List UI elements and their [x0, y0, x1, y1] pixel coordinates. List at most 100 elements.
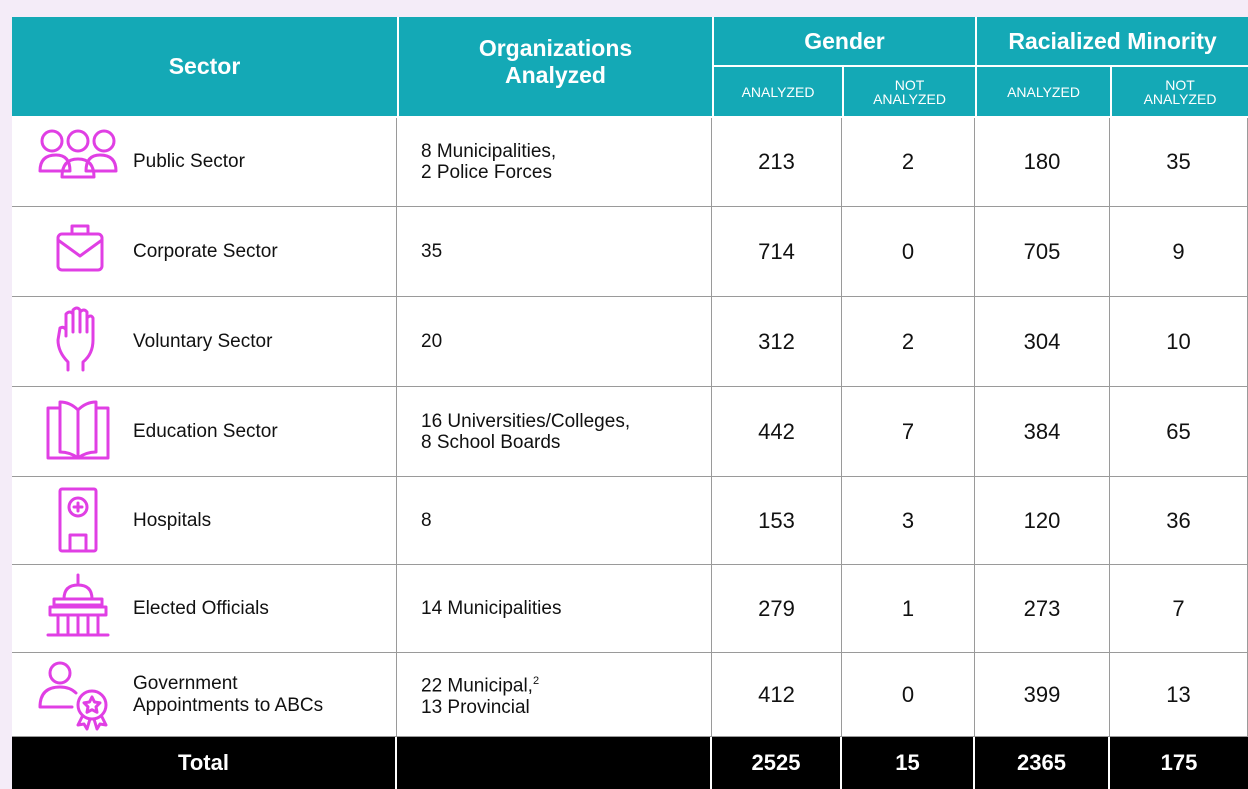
value: 0 — [901, 238, 915, 264]
header-cell: Racialized Minority — [975, 17, 1248, 67]
value: 36 — [1166, 507, 1191, 533]
value: 35 — [1166, 149, 1191, 174]
value-cell: 0 — [842, 653, 975, 737]
total-value-cell: 2365 — [975, 737, 1110, 789]
sector-name: Appointments to ABCs — [133, 694, 324, 716]
organizations-text: 16 Universities/Colleges, — [421, 410, 631, 432]
organizations-cell: 8 — [397, 477, 712, 565]
value: 714 — [758, 238, 795, 264]
value-cell: 13 — [1110, 653, 1248, 737]
value-cell: 213 — [712, 118, 842, 207]
total-value: 15 — [895, 750, 920, 775]
sector-name: Elected Officials — [133, 597, 269, 619]
value: 442 — [758, 418, 795, 444]
subheader-cell: NOT ANALYZED — [842, 67, 975, 118]
value: 10 — [1166, 328, 1191, 354]
value: 7 — [1172, 595, 1185, 621]
organizations-text: 8 Municipalities, — [421, 141, 557, 162]
sector-icon — [56, 224, 104, 272]
footnote-ref: 2 — [532, 675, 540, 688]
subheader-cell: ANALYZED — [975, 67, 1110, 118]
value-cell: 273 — [975, 565, 1110, 653]
organizations-text: 2 Police Forces — [421, 162, 552, 183]
sector-cell: Public Sector — [12, 118, 397, 207]
value: 412 — [758, 681, 795, 707]
value: 2 — [901, 149, 915, 174]
total-value-cell: 15 — [842, 737, 975, 789]
organizations-cell: 20 — [397, 297, 712, 387]
header-cell: Gender — [712, 17, 975, 67]
value: 153 — [758, 507, 795, 533]
header-text: Racialized Minority — [1008, 27, 1217, 54]
header-cell: Organizations Analyzed — [397, 17, 712, 118]
value-cell: 312 — [712, 297, 842, 387]
value: 180 — [1023, 149, 1061, 174]
value-cell: 279 — [712, 565, 842, 653]
value-cell: 35 — [1110, 118, 1248, 207]
value-cell: 9 — [1110, 207, 1248, 297]
value-cell: 0 — [842, 207, 975, 297]
value-cell: 304 — [975, 297, 1110, 387]
organizations-text: 8 — [421, 510, 432, 531]
value-cell: 384 — [975, 387, 1110, 477]
sector-cell: Voluntary Sector — [12, 297, 397, 387]
header-text: Sector — [168, 53, 241, 79]
subheader-text: ANALYZED — [873, 90, 946, 107]
total-value-cell: 2525 — [712, 737, 842, 789]
organizations-text: 14 Municipalities — [421, 598, 562, 619]
total-organizations-cell — [397, 737, 712, 789]
sector-cell: Elected Officials — [12, 565, 397, 653]
header-text: Gender — [804, 27, 885, 54]
sector-icon — [56, 306, 95, 372]
organizations-cell: 22 Municipal,2 13 Provincial — [397, 653, 712, 737]
value: 0 — [901, 681, 915, 707]
value: 304 — [1023, 328, 1061, 354]
value: 279 — [758, 595, 795, 621]
sector-cell: Government Appointments to ABCs — [12, 653, 397, 737]
sector-cell: Corporate Sector — [12, 207, 397, 297]
sector-icon — [46, 573, 110, 637]
value: 705 — [1023, 238, 1061, 264]
value: 384 — [1023, 418, 1061, 444]
sector-cell: Education Sector — [12, 387, 397, 477]
total-label: Total — [178, 750, 229, 775]
organizations-text: 20 — [421, 331, 443, 352]
value: 273 — [1023, 595, 1061, 621]
value-cell: 705 — [975, 207, 1110, 297]
subheader-cell: ANALYZED — [712, 67, 842, 118]
organizations-cell: 14 Municipalities — [397, 565, 712, 653]
subheader-cell: NOT ANALYZED — [1110, 67, 1248, 118]
sector-icon — [46, 400, 110, 460]
value: 1 — [901, 595, 915, 621]
value: 9 — [1172, 238, 1185, 264]
value-cell: 2 — [842, 297, 975, 387]
sector-name: Government — [133, 672, 238, 694]
value-cell: 180 — [975, 118, 1110, 207]
total-value: 2365 — [1017, 750, 1066, 775]
sector-icon — [38, 661, 108, 731]
value-cell: 442 — [712, 387, 842, 477]
header-text: Analyzed — [505, 62, 606, 88]
value: 120 — [1023, 507, 1061, 533]
organizations-text: 13 Provincial — [421, 696, 530, 718]
sector-name: Voluntary Sector — [133, 330, 273, 352]
value-cell: 7 — [842, 387, 975, 477]
organizations-cell: 8 Municipalities, 2 Police Forces — [397, 118, 712, 207]
value-cell: 1 — [842, 565, 975, 653]
header-text: Organizations — [478, 35, 633, 61]
subheader-text: ANALYZED — [1007, 83, 1080, 100]
value-cell: 7 — [1110, 565, 1248, 653]
sector-name: Education Sector — [133, 420, 278, 442]
organizations-cell: 16 Universities/Colleges, 8 School Boards — [397, 387, 712, 477]
value-cell: 2 — [842, 118, 975, 207]
sector-cell: Hospitals — [12, 477, 397, 565]
value: 7 — [901, 418, 915, 444]
organizations-text: 8 School Boards — [421, 431, 561, 453]
value-cell: 412 — [712, 653, 842, 737]
value-cell: 714 — [712, 207, 842, 297]
subheader-text: ANALYZED — [1143, 90, 1217, 107]
header-cell: Sector — [12, 17, 397, 118]
value: 312 — [758, 328, 795, 354]
sector-icon — [38, 129, 118, 178]
value-cell: 10 — [1110, 297, 1248, 387]
